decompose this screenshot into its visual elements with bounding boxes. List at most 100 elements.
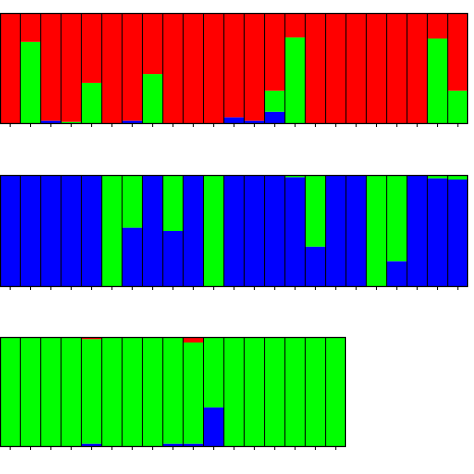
- segment-green: [264, 337, 285, 447]
- segment-blue: [81, 443, 102, 447]
- segment-green: [81, 339, 102, 444]
- bar-1: [0, 13, 21, 124]
- segment-blue: [81, 175, 102, 287]
- panel-frame: [0, 174, 469, 288]
- segment-blue: [223, 175, 245, 287]
- segment-blue: [162, 443, 184, 447]
- segment-red: [142, 13, 163, 75]
- bar-21: [407, 175, 428, 287]
- bar-12: [223, 175, 245, 287]
- bar-6: [101, 337, 123, 447]
- segment-blue: [223, 117, 245, 124]
- segment-green: [203, 337, 224, 408]
- bar-6: [101, 175, 123, 287]
- segment-red: [162, 13, 184, 124]
- segment-red: [81, 337, 102, 340]
- segment-red: [61, 13, 82, 122]
- segment-green: [0, 337, 21, 447]
- segment-blue: [0, 175, 21, 287]
- segment-blue: [40, 175, 62, 287]
- bar-10: [183, 337, 204, 447]
- segment-blue: [183, 443, 204, 447]
- segment-red: [40, 13, 62, 121]
- segment-green: [264, 90, 285, 112]
- segment-green: [427, 38, 448, 124]
- bar-8: [142, 13, 163, 124]
- bar-12: [223, 337, 245, 447]
- segment-red: [223, 13, 245, 118]
- segment-green: [183, 342, 204, 444]
- segment-green: [203, 175, 224, 287]
- segment-green: [20, 337, 41, 447]
- bar-22: [427, 175, 448, 287]
- segment-red: [101, 13, 123, 124]
- segment-blue: [345, 175, 367, 287]
- bar-18: [345, 175, 367, 287]
- bar-7: [122, 13, 143, 124]
- bar-9: [162, 175, 184, 287]
- bar-7: [122, 337, 143, 447]
- segment-blue: [203, 407, 224, 447]
- segment-blue: [183, 175, 204, 287]
- bar-15: [284, 175, 306, 287]
- segment-red: [183, 13, 204, 124]
- segment-blue: [447, 179, 469, 287]
- segment-blue: [305, 246, 326, 287]
- segment-green: [101, 337, 123, 447]
- bar-9: [162, 337, 184, 447]
- segment-blue: [407, 175, 428, 287]
- segment-blue: [122, 227, 143, 287]
- bar-12: [223, 13, 245, 124]
- bar-2: [20, 175, 41, 287]
- segment-green: [162, 175, 184, 231]
- panel-frame: [0, 12, 469, 125]
- segment-blue: [264, 175, 285, 287]
- bar-15: [284, 13, 306, 124]
- bar-16: [305, 337, 326, 447]
- bar-19: [366, 175, 387, 287]
- segment-blue: [61, 175, 82, 287]
- bar-23: [447, 13, 469, 124]
- segment-red: [305, 13, 326, 124]
- segment-green: [366, 175, 387, 287]
- segment-blue: [244, 120, 265, 124]
- segment-blue: [264, 111, 285, 124]
- segment-green: [244, 337, 265, 447]
- bar-17: [325, 337, 346, 447]
- segment-green: [305, 175, 326, 247]
- bar-3: [40, 175, 62, 287]
- bar-2: [20, 13, 41, 124]
- segment-red: [20, 13, 41, 42]
- segment-green: [284, 337, 306, 447]
- segment-green: [142, 74, 163, 124]
- bar-5: [81, 13, 102, 124]
- segment-blue: [386, 261, 407, 287]
- bar-4: [61, 175, 82, 287]
- segment-blue: [325, 175, 346, 287]
- segment-red: [183, 337, 204, 343]
- bar-4: [61, 13, 82, 124]
- bar-17: [325, 13, 346, 124]
- bar-4: [61, 337, 82, 447]
- bar-11: [203, 13, 224, 124]
- segment-green: [325, 337, 346, 447]
- bar-13: [244, 337, 265, 447]
- segment-red: [244, 13, 265, 121]
- segment-green: [386, 175, 407, 262]
- segment-green: [122, 337, 143, 447]
- segment-blue: [162, 231, 184, 287]
- segment-green: [20, 41, 41, 124]
- bar-20: [386, 175, 407, 287]
- segment-red: [264, 13, 285, 91]
- bar-19: [366, 13, 387, 124]
- bar-1: [0, 337, 21, 447]
- segment-red: [325, 13, 346, 124]
- bar-9: [162, 13, 184, 124]
- bar-14: [264, 337, 285, 447]
- bar-5: [81, 175, 102, 287]
- bar-20: [386, 13, 407, 124]
- segment-blue: [122, 120, 143, 124]
- panel-3: [0, 336, 347, 450]
- bar-16: [305, 13, 326, 124]
